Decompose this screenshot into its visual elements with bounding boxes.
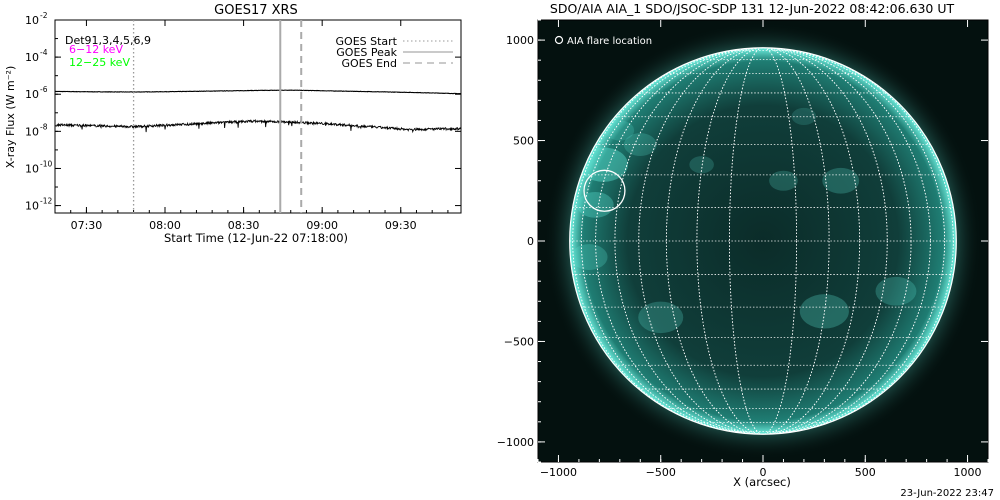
aia-legend-marker-icon (554, 35, 564, 45)
aia-active-region (875, 276, 917, 306)
aia-heliographic-grid (569, 47, 957, 435)
aia-flare-location-marker (583, 169, 626, 212)
xrs-y-tick-exponent: -4 (40, 48, 48, 57)
xrs-legend-label: GOES End (341, 57, 397, 70)
xrs-legend-label: GOES Start (336, 35, 398, 48)
aia-y-tick-label: 1000 (506, 34, 534, 47)
xrs-plot-frame (54, 19, 462, 214)
xrs-x-axis-label: Start Time (12-Jun-22 07:18:00) (164, 231, 348, 245)
aia-y-tick-label: −500 (504, 335, 534, 348)
xrs-y-tick-exponent: -2 (40, 11, 48, 20)
aia-chart: SDO/AIA AIA_1 SDO/JSOC-SDP 131 12-Jun-20… (497, 1, 989, 489)
xrs-title: GOES17 XRS (214, 3, 298, 18)
xrs-series-group (55, 89, 461, 134)
aia-x-axis-label: X (arcsec) (733, 475, 791, 489)
band-high-label: 12−25 keV (69, 56, 130, 69)
footer-timestamp: 23-Jun-2022 23:47 (900, 488, 994, 499)
aia-grid-meridian (580, 47, 946, 435)
aia-grid-meridian (595, 47, 931, 435)
aia-axes: −1000 −500 0 500 1000 −1000 −500 0 500 1000 (497, 19, 989, 479)
aia-active-region (576, 191, 614, 218)
aia-y-tick-label: 500 (513, 135, 534, 148)
band-low-label: 6−12 keV (69, 43, 123, 56)
xrs-x-tick-label: 07:30 (71, 219, 103, 232)
xrs-series-1-line (55, 118, 461, 134)
xrs-y-tick-exponent: -10 (40, 159, 52, 168)
det-annotation: Det91,3,4,5,6,9 (65, 34, 151, 47)
aia-grid-meridian (614, 47, 912, 435)
aia-active-region (570, 244, 608, 270)
aia-active-region (689, 156, 714, 174)
aia-grid-meridian (696, 47, 830, 435)
xrs-y-tick-base: 10 (25, 14, 39, 27)
aia-active-region (822, 167, 860, 194)
aia-x-tick-label: 0 (760, 466, 767, 479)
xrs-x-tick-label: 08:30 (228, 219, 260, 232)
xrs-y-tick-exponent: -12 (40, 197, 52, 206)
xrs-y-tick-base: 10 (25, 162, 39, 175)
aia-x-tick-label: 500 (855, 466, 876, 479)
aia-active-region (769, 170, 798, 191)
aia-active-region (605, 120, 635, 141)
aia-y-tick-label: −1000 (497, 436, 534, 449)
aia-y-tick-label: 0 (527, 235, 534, 248)
xrs-x-axis: 07:30 08:00 08:30 09:00 09:30 (54, 20, 449, 232)
xrs-x-tick-label: 09:00 (306, 219, 338, 232)
aia-x-tick-label: 1000 (954, 466, 982, 479)
xrs-y-tick-exponent: -6 (40, 85, 48, 94)
aia-grid-meridian (572, 47, 954, 435)
aia-legend-text: AIA flare location (567, 36, 652, 47)
aia-limb-outline (569, 47, 957, 435)
xrs-chart: GOES17 XRS 07:30 08:00 08:30 09:00 09:30 10-… (4, 3, 462, 245)
aia-solar-disk (569, 47, 957, 435)
xrs-y-tick-exponent: -8 (40, 122, 48, 131)
xrs-event-lines (132, 20, 303, 213)
aia-title: SDO/AIA AIA_1 SDO/JSOC-SDP 131 12-Jun-20… (550, 1, 955, 16)
aia-grid-meridian (729, 47, 797, 435)
xrs-y-tick-base: 10 (25, 125, 39, 138)
xrs-x-tick-label: 08:00 (149, 219, 181, 232)
xrs-series-0-line (55, 89, 461, 95)
aia-active-region (638, 301, 684, 334)
xrs-x-tick-label: 09:30 (385, 219, 417, 232)
xrs-y-tick-base: 10 (25, 200, 39, 213)
aia-grid-meridian (638, 47, 888, 435)
xrs-y-tick-base: 10 (25, 51, 39, 64)
xrs-y-tick-base: 10 (25, 88, 39, 101)
xrs-y-axis-label: X-ray Flux (W m⁻²) (4, 66, 17, 168)
aia-x-tick-label: −500 (646, 466, 676, 479)
xrs-legend-label: GOES Peak (336, 46, 397, 59)
aia-x-tick-label: −1000 (540, 466, 577, 479)
